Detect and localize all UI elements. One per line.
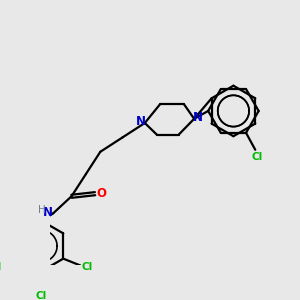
Text: O: O (96, 187, 106, 200)
Text: Cl: Cl (251, 152, 262, 161)
Text: N: N (193, 111, 203, 124)
Text: N: N (136, 115, 146, 128)
Text: Cl: Cl (36, 291, 47, 300)
Text: Cl: Cl (81, 262, 93, 272)
Text: H: H (38, 205, 45, 214)
Text: Cl: Cl (0, 262, 2, 272)
Text: N: N (43, 206, 52, 219)
